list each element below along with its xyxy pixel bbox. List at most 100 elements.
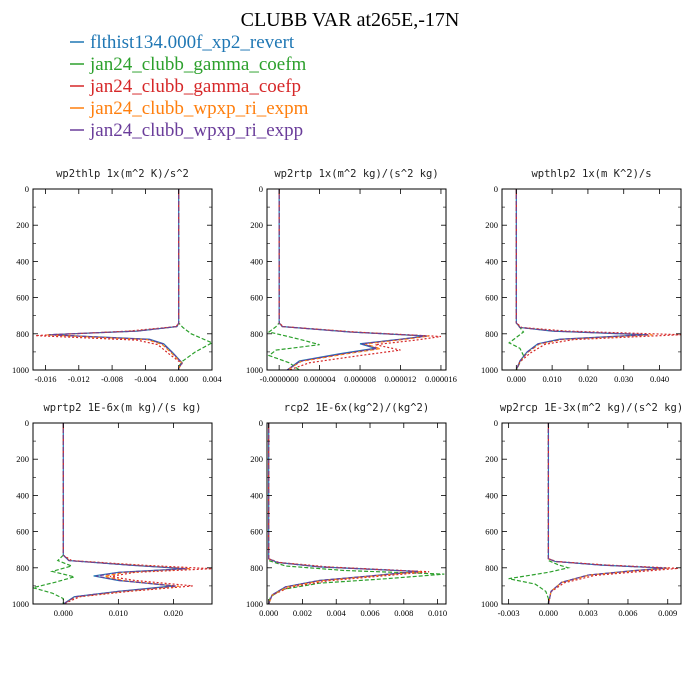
panel-1: wp2thlp 1x(m^2 K)/s^2 0 200 400 600 800 1000 -0… [12,168,222,384]
y-tick-label: 400 [16,490,29,500]
legend-entry: jan24_clubb_gamma_coefm [89,54,307,75]
y-tick-label: 400 [485,256,498,266]
plot-frame [32,188,213,371]
x-tick-label: -0.003 [498,608,520,618]
panels: wp2thlp 1x(m^2 K)/s^202004006008001000-0… [12,168,683,618]
series-line-2 [508,423,571,604]
x-tick-label: 0.008 [394,608,413,618]
y-tick-label: 1000 [246,599,263,609]
series-line-5 [48,189,183,370]
y-tick-label: 800 [485,563,498,573]
y-tick-label: 400 [485,490,498,500]
x-tick-label: 0.010 [543,374,562,384]
series-line-1 [278,189,426,370]
x-tick-label: 0.000004 [304,374,337,384]
x-tick-label: 0.004 [202,374,222,384]
x-tick-label: 0.000 [169,374,188,384]
y-tick-label: 400 [250,490,263,500]
panel-title: rcp2 1E-6x(kg^2)/(kg^2) [284,402,429,414]
y-tick-label: 200 [16,220,29,230]
x-tick-label: 0.004 [327,608,347,618]
x-tick-label: -0.008 [101,374,123,384]
x-tick-label: 0.040 [650,374,669,384]
panel-title: wp2rcp 1E-3x(m^2 kg)/(s^2 kg) [500,402,683,414]
y-tick-label: 1000 [246,365,263,375]
y-tick-label: 800 [485,329,498,339]
y-tick-label: 600 [250,293,263,303]
legend-entry: flthist134.000f_xp2_revert [90,32,295,53]
plot-frame [266,188,447,371]
x-tick-label: 0.000 [259,608,278,618]
x-tick-label: -0.0000000 [260,374,299,384]
y-tick-label: 1000 [481,599,498,609]
y-tick-label: 600 [16,527,29,537]
plot-frame [32,422,213,605]
series-line-1 [62,423,185,604]
legend-entry: jan24_clubb_wpxp_ri_expp [89,120,303,141]
x-tick-label: -0.012 [68,374,90,384]
series-line-1 [268,423,418,604]
series-line-3 [278,189,442,370]
y-tick-label: 0 [259,184,263,194]
x-tick-label: 0.000008 [344,374,376,384]
x-tick-label: 0.003 [579,608,598,618]
legend: flthist134.000f_xp2_revertjan24_clubb_ga… [70,32,309,141]
series-line-2 [267,189,320,370]
series-line-4 [47,189,183,370]
panel-title: wpthlp2 1x(m K^2)/s [531,168,651,180]
y-tick-label: 0 [25,418,29,428]
x-tick-label: -0.004 [134,374,157,384]
series-line-2 [33,423,77,604]
series-line-4 [547,423,668,604]
series-line-5 [547,423,667,604]
y-tick-label: 400 [250,256,263,266]
series-line-3 [35,189,183,370]
panel-2: wp2rtp 1x(m^2 kg)/(s^2 kg) 0 200 400 600 800 1… [246,168,457,384]
series-line-2 [178,189,212,370]
y-tick-label: 1000 [481,365,498,375]
series-line-4 [268,423,421,604]
plot-frame [501,422,682,605]
x-tick-label: 0.010 [428,608,447,618]
x-tick-label: 0.000016 [425,374,457,384]
panel-3: wpthlp2 1x(m K^2)/s 0 200 400 600 800 1000 0.00… [481,168,682,384]
y-tick-label: 400 [16,256,29,266]
x-tick-label: 0.000 [507,374,526,384]
panel-5: rcp2 1E-6x(kg^2)/(kg^2) 0 200 400 600 800 1000… [246,402,447,618]
series-line-4 [62,423,191,604]
series-line-4 [278,189,429,370]
series-line-5 [515,189,649,370]
y-tick-label: 800 [16,329,29,339]
x-tick-label: 0.010 [109,608,128,618]
series-line-5 [62,423,188,604]
legend-entry: jan24_clubb_wpxp_ri_expm [89,98,309,119]
y-tick-label: 600 [485,527,498,537]
series-line-3 [515,189,681,370]
legend-entry: jan24_clubb_gamma_coefp [89,76,301,97]
panel-6: wp2rcp 1E-3x(m^2 kg)/(s^2 kg)0 200 400 600 8… [481,402,683,618]
series-line-1 [515,189,646,370]
y-tick-label: 0 [259,418,263,428]
y-tick-label: 200 [16,454,29,464]
x-tick-label: 0.020 [164,608,183,618]
series-line-3 [62,423,212,604]
y-tick-label: 800 [16,563,29,573]
y-tick-label: 1000 [12,599,29,609]
series-line-5 [278,189,427,370]
y-tick-label: 0 [25,184,29,194]
y-tick-label: 0 [494,184,498,194]
x-tick-label: 0.002 [293,608,312,618]
series-line-2 [268,423,445,604]
y-tick-label: 800 [250,563,263,573]
series-line-4 [515,189,653,370]
y-tick-label: 600 [16,293,29,303]
y-tick-label: 600 [250,527,263,537]
series-line-1 [547,423,666,604]
x-tick-label: 0.009 [658,608,677,618]
y-tick-label: 200 [250,220,263,230]
y-tick-label: 0 [494,418,498,428]
y-tick-label: 200 [250,454,263,464]
y-tick-label: 200 [485,220,498,230]
series-line-1 [49,189,183,370]
